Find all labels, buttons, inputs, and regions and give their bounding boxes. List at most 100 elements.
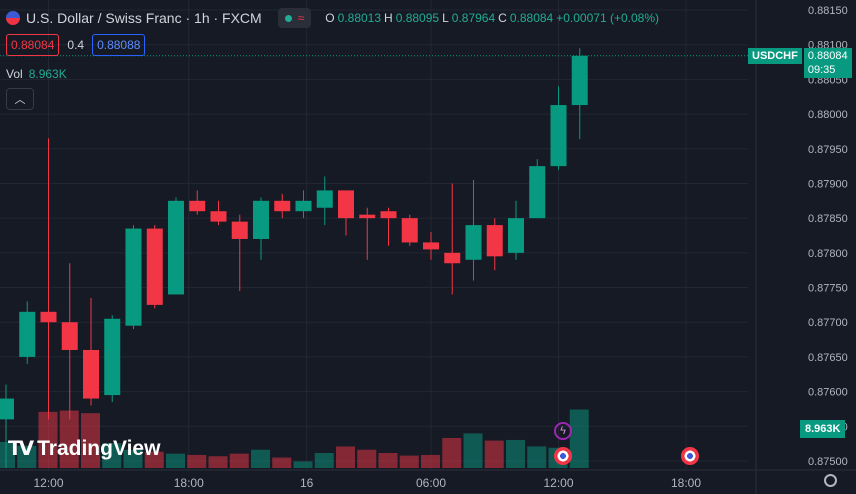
volume-bar xyxy=(336,446,355,468)
volume-bar xyxy=(378,452,398,468)
price-tick-label: 0.88000 xyxy=(808,109,848,121)
volume-bar xyxy=(187,454,207,468)
volume-bar xyxy=(38,411,58,468)
candle-body xyxy=(40,311,57,323)
candle-body xyxy=(508,218,524,253)
event-bolt-icon[interactable]: ϟ xyxy=(554,422,572,440)
candle-body xyxy=(189,200,206,212)
volume-bar xyxy=(102,443,122,468)
volume-bar xyxy=(484,440,504,468)
price-tick-label: 0.87900 xyxy=(808,178,848,190)
price-tag-price: 0.88084 xyxy=(807,50,848,62)
candle-body xyxy=(380,211,397,219)
candle-body xyxy=(83,349,99,399)
time-tick-label: 12:00 xyxy=(33,476,63,490)
time-tick-label: 18:00 xyxy=(671,476,701,490)
volume-label: Vol xyxy=(6,67,23,81)
economic-event-us-flag-icon[interactable] xyxy=(554,447,572,465)
volume-bar xyxy=(421,454,440,468)
candle-body xyxy=(316,190,333,208)
candle-body xyxy=(125,228,142,326)
sell-price-button[interactable]: 0.88084 xyxy=(6,34,60,56)
time-tick-label: 12:00 xyxy=(543,476,573,490)
volume-bar xyxy=(314,452,334,468)
ohlc-close-label: C xyxy=(498,11,507,25)
symbol-header: U.S. Dollar / Swiss Franc · 1h · FXCM ≈ … xyxy=(6,8,659,28)
usd-flag-icon xyxy=(6,11,20,25)
candle-body xyxy=(401,218,418,243)
candle-body xyxy=(359,214,376,219)
candle-body xyxy=(444,252,461,264)
price-tick-label: 0.87950 xyxy=(808,144,848,156)
time-tick-label: 06:00 xyxy=(416,476,446,490)
ohlc-high-label: H xyxy=(384,11,393,25)
volume-legend: Vol 8.963K xyxy=(6,67,67,81)
price-tick-label: 0.87600 xyxy=(808,387,848,399)
candle-body xyxy=(529,166,546,219)
candle-body xyxy=(146,228,163,305)
ohlc-close-value: 0.88084 xyxy=(509,11,554,25)
time-tick-label: 18:00 xyxy=(174,476,204,490)
symbol-title[interactable]: U.S. Dollar / Swiss Franc · 1h · FXCM xyxy=(26,10,262,26)
economic-event-us-flag-icon-2[interactable] xyxy=(681,447,699,465)
price-tag-symbol: USDCHF xyxy=(748,48,802,64)
price-tag-box: 0.88084 09:35 xyxy=(803,48,852,78)
candle-body xyxy=(274,200,291,212)
volume-bar xyxy=(527,446,547,468)
volume-bar xyxy=(208,456,228,468)
candle-body xyxy=(104,318,121,396)
candle-body xyxy=(253,200,269,239)
candle-body xyxy=(465,225,482,260)
volume-axis-tag: 8.963K xyxy=(800,420,846,438)
volume-bar xyxy=(166,453,185,468)
volume-bar xyxy=(251,449,270,468)
buy-price-button[interactable]: 0.88088 xyxy=(92,34,146,56)
ohlc-high-value: 0.88095 xyxy=(395,11,440,25)
last-price-tag: USDCHF 0.88084 09:35 xyxy=(748,48,856,78)
volume-bar xyxy=(293,461,313,468)
candle-body xyxy=(550,105,567,167)
tradingview-mark-icon: 𝗧𝗩 xyxy=(8,438,34,460)
price-tick-label: 0.87650 xyxy=(808,352,848,364)
candle-body xyxy=(571,55,588,106)
candle-body xyxy=(210,211,227,222)
volume-bar xyxy=(59,410,79,468)
price-tag-countdown: 09:35 xyxy=(807,64,836,76)
trade-row: 0.88084 0.4 0.88088 xyxy=(6,34,146,56)
ohlc-open-value: 0.88013 xyxy=(337,11,382,25)
price-tick-label: 0.87750 xyxy=(808,283,848,295)
ohlc-change-value: +0.00071 (+0.08%) xyxy=(556,11,659,25)
volume-bar xyxy=(17,445,37,468)
chevron-up-icon: ︿ xyxy=(14,94,26,106)
candle-body xyxy=(295,200,312,212)
wave-icon: ≈ xyxy=(297,11,305,25)
tradingview-logo: 𝗧𝗩 TradingView xyxy=(8,436,160,461)
candle-body xyxy=(19,311,36,357)
ohlc-low-value: 0.87964 xyxy=(451,11,496,25)
ohlc-readout: O 0.88013 H 0.88095 L 0.87964 C 0.88084 +0.0… xyxy=(325,11,659,25)
tradingview-logo-text: TradingView xyxy=(37,436,161,460)
price-tick-label: 0.87850 xyxy=(808,213,848,225)
candle-body xyxy=(423,242,439,250)
candle-body xyxy=(486,225,503,257)
volume-bar xyxy=(0,441,15,468)
price-tick-label: 0.87700 xyxy=(808,317,848,329)
candle-body xyxy=(231,221,248,239)
gear-icon[interactable] xyxy=(824,474,837,487)
market-status-pill[interactable]: ≈ xyxy=(277,8,312,28)
volume-bar xyxy=(463,433,483,468)
spread-value: 0.4 xyxy=(67,38,85,52)
volume-bar xyxy=(144,451,164,468)
volume-bar xyxy=(357,449,377,468)
volume-value: 8.963K xyxy=(28,67,67,81)
collapse-legend-button[interactable]: ︿ xyxy=(6,88,34,110)
candle-body xyxy=(168,200,184,295)
volume-bar xyxy=(272,457,292,468)
market-open-icon xyxy=(284,14,292,22)
volume-bar xyxy=(81,413,100,468)
candle-body xyxy=(61,322,78,350)
price-tick-label: 0.88150 xyxy=(808,5,848,17)
volume-bar xyxy=(229,453,249,468)
